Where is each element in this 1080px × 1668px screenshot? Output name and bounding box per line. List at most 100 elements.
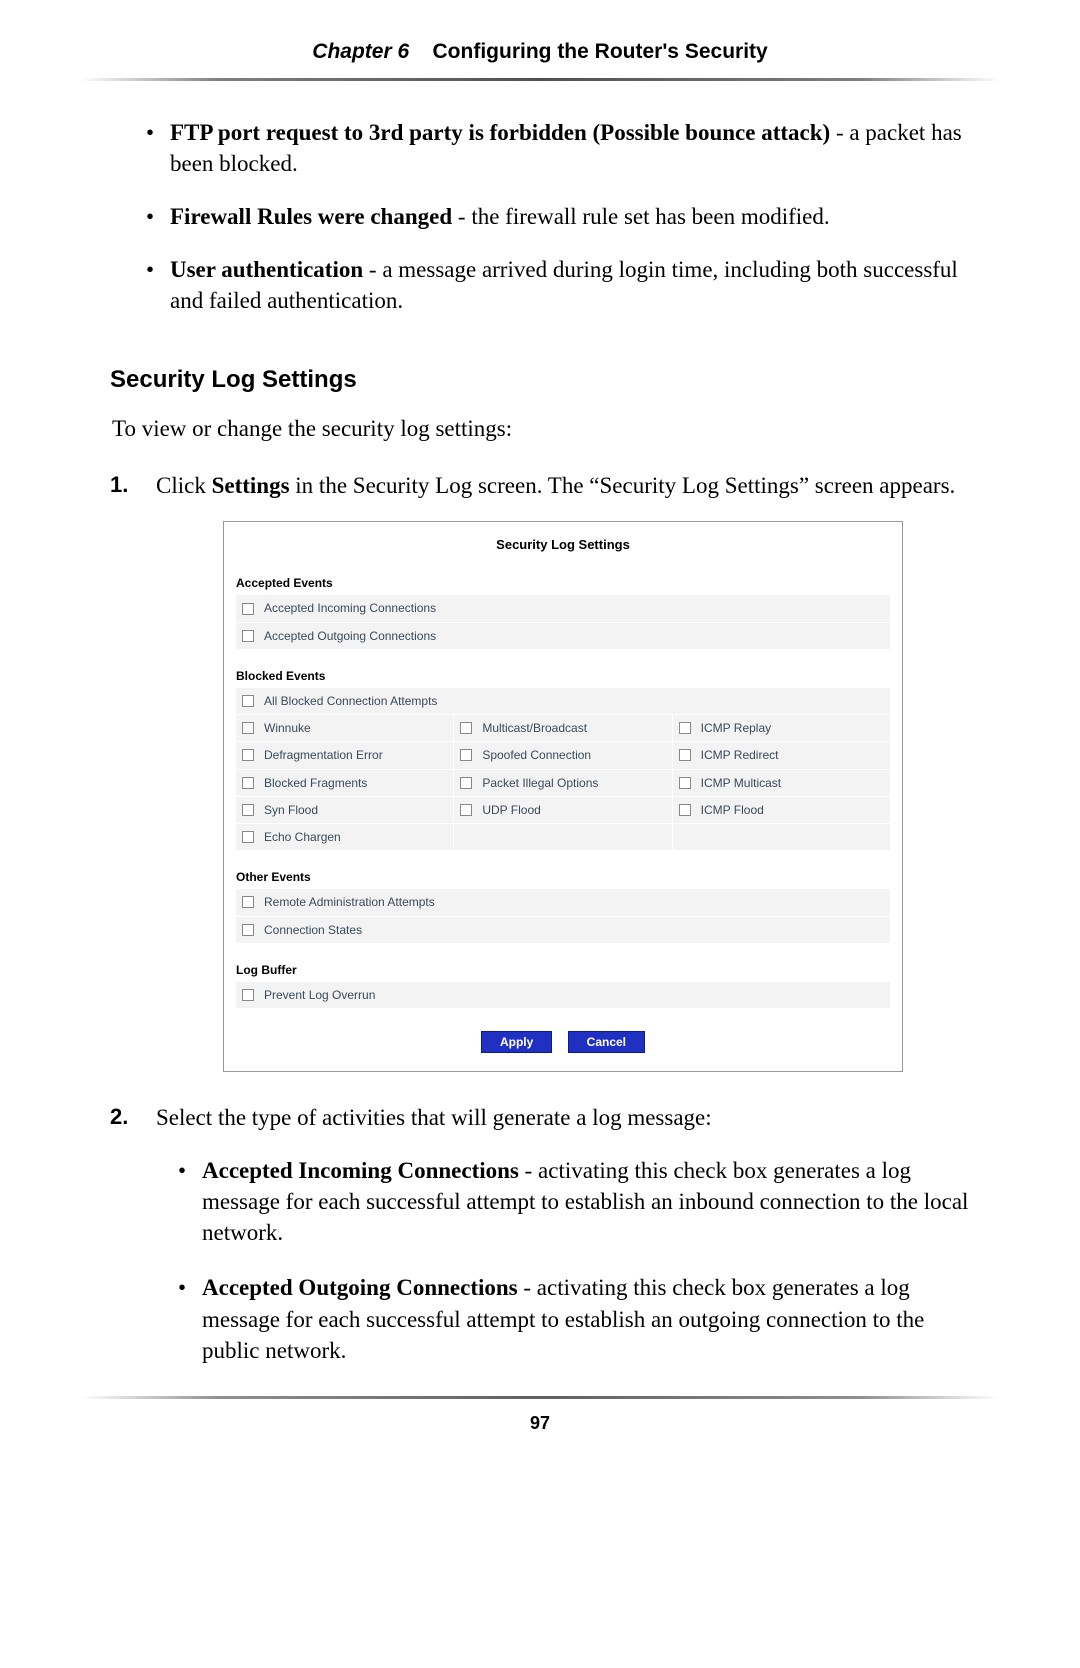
chapter-header: Chapter 6 Configuring the Router's Secur… bbox=[80, 40, 1000, 78]
step-2: 2. Select the type of activities that wi… bbox=[110, 1102, 970, 1365]
blocked-grid-cell: ICMP Flood bbox=[673, 797, 890, 824]
checkbox-row: Remote Administration Attempts bbox=[236, 889, 890, 916]
blocked-grid-cell: ICMP Replay bbox=[673, 715, 890, 742]
checkbox-icon[interactable] bbox=[242, 989, 254, 1001]
checkbox-icon[interactable] bbox=[242, 603, 254, 615]
intro-text: To view or change the security log setti… bbox=[112, 413, 970, 444]
page-number: 97 bbox=[80, 1413, 1000, 1434]
cell-label: ICMP Redirect bbox=[701, 747, 779, 763]
cell-label: Winnuke bbox=[264, 720, 311, 736]
bullet-bold: User authentication bbox=[170, 257, 363, 282]
blocked-grid-cell: Multicast/Broadcast bbox=[454, 715, 672, 742]
step-1: 1. Click Settings in the Security Log sc… bbox=[110, 470, 970, 1073]
security-log-settings-screenshot: Security Log Settings Accepted Events Ac… bbox=[223, 521, 903, 1073]
checkbox-row: All Blocked Connection Attempts bbox=[236, 688, 890, 715]
blocked-grid-cell: Packet Illegal Options bbox=[454, 770, 672, 797]
cell-label: Defragmentation Error bbox=[264, 747, 383, 763]
list-item: Accepted Outgoing Connections - activati… bbox=[178, 1272, 970, 1365]
screenshot-title: Security Log Settings bbox=[236, 532, 890, 566]
cell-label: Echo Chargen bbox=[264, 829, 341, 845]
bullet-bold: Accepted Outgoing Connections bbox=[202, 1275, 518, 1300]
blocked-grid-cell: ICMP Multicast bbox=[673, 770, 890, 797]
blocked-grid-cell: Winnuke bbox=[236, 715, 454, 742]
checkbox-icon[interactable] bbox=[242, 749, 254, 761]
section-heading: Security Log Settings bbox=[110, 364, 970, 396]
checkbox-icon[interactable] bbox=[679, 804, 691, 816]
checkbox-row: Accepted Outgoing Connections bbox=[236, 623, 890, 650]
other-events-label: Other Events bbox=[236, 869, 890, 885]
blocked-grid-row: Blocked Fragments Packet Illegal Options I… bbox=[236, 770, 890, 797]
blocked-events-grid: Winnuke Multicast/Broadcast ICMP Replay Def… bbox=[236, 715, 890, 851]
list-item: Firewall Rules were changed - the firewa… bbox=[146, 201, 970, 232]
header-divider bbox=[80, 78, 1000, 81]
top-bullet-list: FTP port request to 3rd party is forbidd… bbox=[110, 117, 970, 316]
checkbox-icon[interactable] bbox=[460, 804, 472, 816]
checkbox-icon[interactable] bbox=[242, 831, 254, 843]
blocked-events-label: Blocked Events bbox=[236, 668, 890, 684]
blocked-grid-row: Defragmentation Error Spoofed Connection I… bbox=[236, 742, 890, 769]
cell-label: Blocked Fragments bbox=[264, 775, 367, 791]
blocked-grid-row: Echo Chargen bbox=[236, 824, 890, 851]
step2-text: Select the type of activities that will … bbox=[156, 1105, 712, 1130]
cell-label: ICMP Replay bbox=[701, 720, 771, 736]
blocked-grid-cell: Defragmentation Error bbox=[236, 742, 454, 769]
step2-sub-list: Accepted Incoming Connections - activati… bbox=[156, 1155, 970, 1365]
checkbox-icon[interactable] bbox=[460, 749, 472, 761]
row-label: All Blocked Connection Attempts bbox=[264, 693, 437, 709]
bullet-bold: FTP port request to 3rd party is forbidd… bbox=[170, 120, 830, 145]
cancel-button[interactable]: Cancel bbox=[568, 1031, 645, 1053]
cell-label: ICMP Flood bbox=[701, 802, 764, 818]
cell-label: Spoofed Connection bbox=[482, 747, 591, 763]
cell-label: ICMP Multicast bbox=[701, 775, 781, 791]
row-label: Connection States bbox=[264, 922, 362, 938]
cell-label: Syn Flood bbox=[264, 802, 318, 818]
blocked-grid-cell: Syn Flood bbox=[236, 797, 454, 824]
checkbox-icon[interactable] bbox=[679, 722, 691, 734]
checkbox-icon[interactable] bbox=[242, 722, 254, 734]
checkbox-icon[interactable] bbox=[679, 749, 691, 761]
chapter-number: Chapter 6 bbox=[312, 40, 409, 63]
bullet-bold: Accepted Incoming Connections bbox=[202, 1158, 519, 1183]
checkbox-icon[interactable] bbox=[242, 630, 254, 642]
checkbox-row: Connection States bbox=[236, 917, 890, 944]
checkbox-row: Accepted Incoming Connections bbox=[236, 595, 890, 622]
blocked-grid-cell: Spoofed Connection bbox=[454, 742, 672, 769]
log-buffer-label: Log Buffer bbox=[236, 962, 890, 978]
cell-label: Packet Illegal Options bbox=[482, 775, 598, 791]
checkbox-row: Prevent Log Overrun bbox=[236, 982, 890, 1009]
blocked-grid-cell bbox=[673, 824, 890, 851]
checkbox-icon[interactable] bbox=[242, 924, 254, 936]
step-number: 1. bbox=[110, 470, 128, 500]
blocked-grid-row: Syn Flood UDP Flood ICMP Flood bbox=[236, 797, 890, 824]
row-label: Accepted Incoming Connections bbox=[264, 600, 436, 616]
blocked-grid-cell: ICMP Redirect bbox=[673, 742, 890, 769]
checkbox-icon[interactable] bbox=[242, 804, 254, 816]
bullet-rest: - the firewall rule set has been modifie… bbox=[452, 204, 829, 229]
row-label: Accepted Outgoing Connections bbox=[264, 628, 436, 644]
step1-pre: Click bbox=[156, 473, 212, 498]
list-item: User authentication - a message arrived … bbox=[146, 254, 970, 316]
checkbox-icon[interactable] bbox=[242, 695, 254, 707]
button-row: Apply Cancel bbox=[236, 1031, 890, 1053]
apply-button[interactable]: Apply bbox=[481, 1031, 552, 1053]
step1-post: in the Security Log screen. The “Securit… bbox=[290, 473, 956, 498]
row-label: Remote Administration Attempts bbox=[264, 894, 435, 910]
checkbox-icon[interactable] bbox=[460, 722, 472, 734]
checkbox-icon[interactable] bbox=[679, 777, 691, 789]
chapter-title: Configuring the Router's Security bbox=[433, 40, 768, 63]
step-number: 2. bbox=[110, 1102, 128, 1132]
list-item: Accepted Incoming Connections - activati… bbox=[178, 1155, 970, 1248]
step1-bold: Settings bbox=[212, 473, 290, 498]
blocked-grid-row: Winnuke Multicast/Broadcast ICMP Replay bbox=[236, 715, 890, 742]
blocked-grid-cell bbox=[454, 824, 672, 851]
blocked-grid-cell: Blocked Fragments bbox=[236, 770, 454, 797]
blocked-grid-cell: UDP Flood bbox=[454, 797, 672, 824]
cell-label: UDP Flood bbox=[482, 802, 540, 818]
footer-divider bbox=[80, 1396, 1000, 1399]
row-label: Prevent Log Overrun bbox=[264, 987, 375, 1003]
bullet-bold: Firewall Rules were changed bbox=[170, 204, 452, 229]
checkbox-icon[interactable] bbox=[242, 777, 254, 789]
checkbox-icon[interactable] bbox=[460, 777, 472, 789]
cell-label: Multicast/Broadcast bbox=[482, 720, 587, 736]
checkbox-icon[interactable] bbox=[242, 896, 254, 908]
